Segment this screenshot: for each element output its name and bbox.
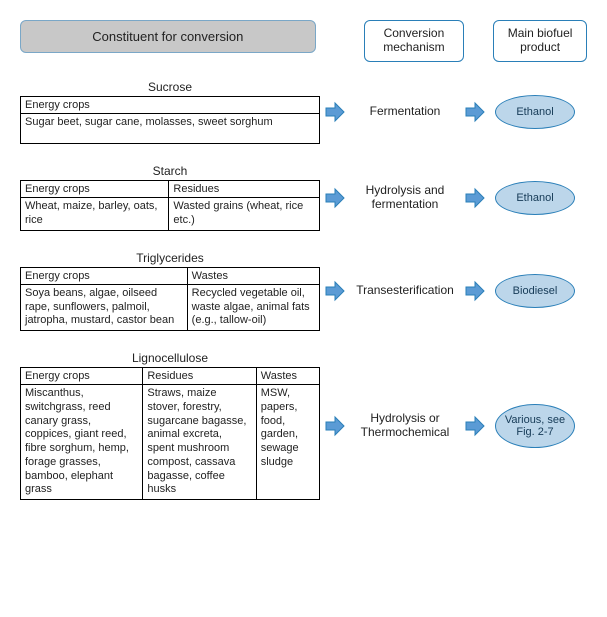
column-header: Residues bbox=[169, 181, 319, 198]
constituent-column: Lignocellulose Energy cropsResiduesWastes… bbox=[20, 351, 320, 500]
section-title: Lignocellulose bbox=[20, 351, 320, 365]
column-header: Energy crops bbox=[21, 368, 143, 385]
column-content: MSW, papers, food, garden, sewage sludge bbox=[256, 385, 319, 500]
constituent-header: Constituent for conversion bbox=[20, 20, 316, 53]
mechanism-label: Hydrolysis or Thermochemical bbox=[350, 412, 460, 440]
product-ellipse: Ethanol bbox=[495, 95, 575, 129]
product-column: Ethanol bbox=[490, 181, 580, 215]
feedstock-box: Energy cropsSugar beet, sugar cane, mola… bbox=[20, 96, 320, 145]
feedstock-box: Energy cropsResiduesWastes Miscanthus, sw… bbox=[20, 367, 320, 500]
section-title: Starch bbox=[20, 164, 320, 178]
column-header: Energy crops bbox=[21, 97, 319, 114]
mechanism-label: Hydrolysis and fermentation bbox=[350, 184, 460, 212]
constituent-column: Starch Energy cropsResiduesWheat, maize, … bbox=[20, 164, 320, 231]
feedstock-box: Energy cropsWastesSoya beans, algae, oil… bbox=[20, 267, 320, 331]
arrow-right-icon bbox=[320, 280, 350, 302]
column-content: Wheat, maize, barley, oats, rice bbox=[21, 198, 169, 230]
arrow-right-icon bbox=[320, 187, 350, 209]
arrow-right-icon bbox=[460, 280, 490, 302]
feedstock-row: Sucrose Energy cropsSugar beet, sugar can… bbox=[20, 80, 587, 145]
column-content: Straws, maize stover, forestry, sugarcan… bbox=[143, 385, 256, 500]
mechanism-label: Fermentation bbox=[350, 105, 460, 119]
header-row: Constituent for conversion Conversion me… bbox=[20, 20, 587, 62]
constituent-column: Triglycerides Energy cropsWastesSoya bean… bbox=[20, 251, 320, 331]
constituent-column: Sucrose Energy cropsSugar beet, sugar can… bbox=[20, 80, 320, 145]
column-header: Energy crops bbox=[21, 181, 169, 198]
column-content: Soya beans, algae, oilseed rape, sunflow… bbox=[21, 284, 187, 330]
arrow-right-icon bbox=[460, 415, 490, 437]
feedstock-box: Energy cropsResiduesWheat, maize, barley… bbox=[20, 180, 320, 231]
arrow-right-icon bbox=[320, 415, 350, 437]
column-header: Wastes bbox=[256, 368, 319, 385]
product-ellipse: Ethanol bbox=[495, 181, 575, 215]
mechanism-label: Transesterification bbox=[350, 284, 460, 298]
section-title: Triglycerides bbox=[20, 251, 320, 265]
rows-container: SucroseEnergy cropsSugar beet, sugar can… bbox=[20, 80, 587, 501]
column-header: Energy crops bbox=[21, 268, 187, 285]
column-content: Miscanthus, switchgrass, reed canary gra… bbox=[21, 385, 143, 500]
section-title: Sucrose bbox=[20, 80, 320, 94]
column-content: Sugar beet, sugar cane, molasses, sweet … bbox=[21, 113, 319, 143]
product-column: Various, see Fig. 2-7 bbox=[490, 404, 580, 448]
column-content: Recycled vegetable oil, waste algae, ani… bbox=[187, 284, 319, 330]
product-header: Main biofuel product bbox=[493, 20, 587, 62]
feedstock-row: Triglycerides Energy cropsWastesSoya bean… bbox=[20, 251, 587, 331]
arrow-right-icon bbox=[320, 101, 350, 123]
column-header: Wastes bbox=[187, 268, 319, 285]
arrow-right-icon bbox=[460, 187, 490, 209]
column-header: Residues bbox=[143, 368, 256, 385]
product-ellipse: Various, see Fig. 2-7 bbox=[495, 404, 575, 448]
arrow-right-icon bbox=[460, 101, 490, 123]
product-column: Biodiesel bbox=[490, 274, 580, 308]
feedstock-row: Starch Energy cropsResiduesWheat, maize, … bbox=[20, 164, 587, 231]
column-content: Wasted grains (wheat, rice etc.) bbox=[169, 198, 319, 230]
feedstock-row: Lignocellulose Energy cropsResiduesWastes… bbox=[20, 351, 587, 500]
mechanism-header: Conversion mechanism bbox=[364, 20, 464, 62]
product-column: Ethanol bbox=[490, 95, 580, 129]
product-ellipse: Biodiesel bbox=[495, 274, 575, 308]
